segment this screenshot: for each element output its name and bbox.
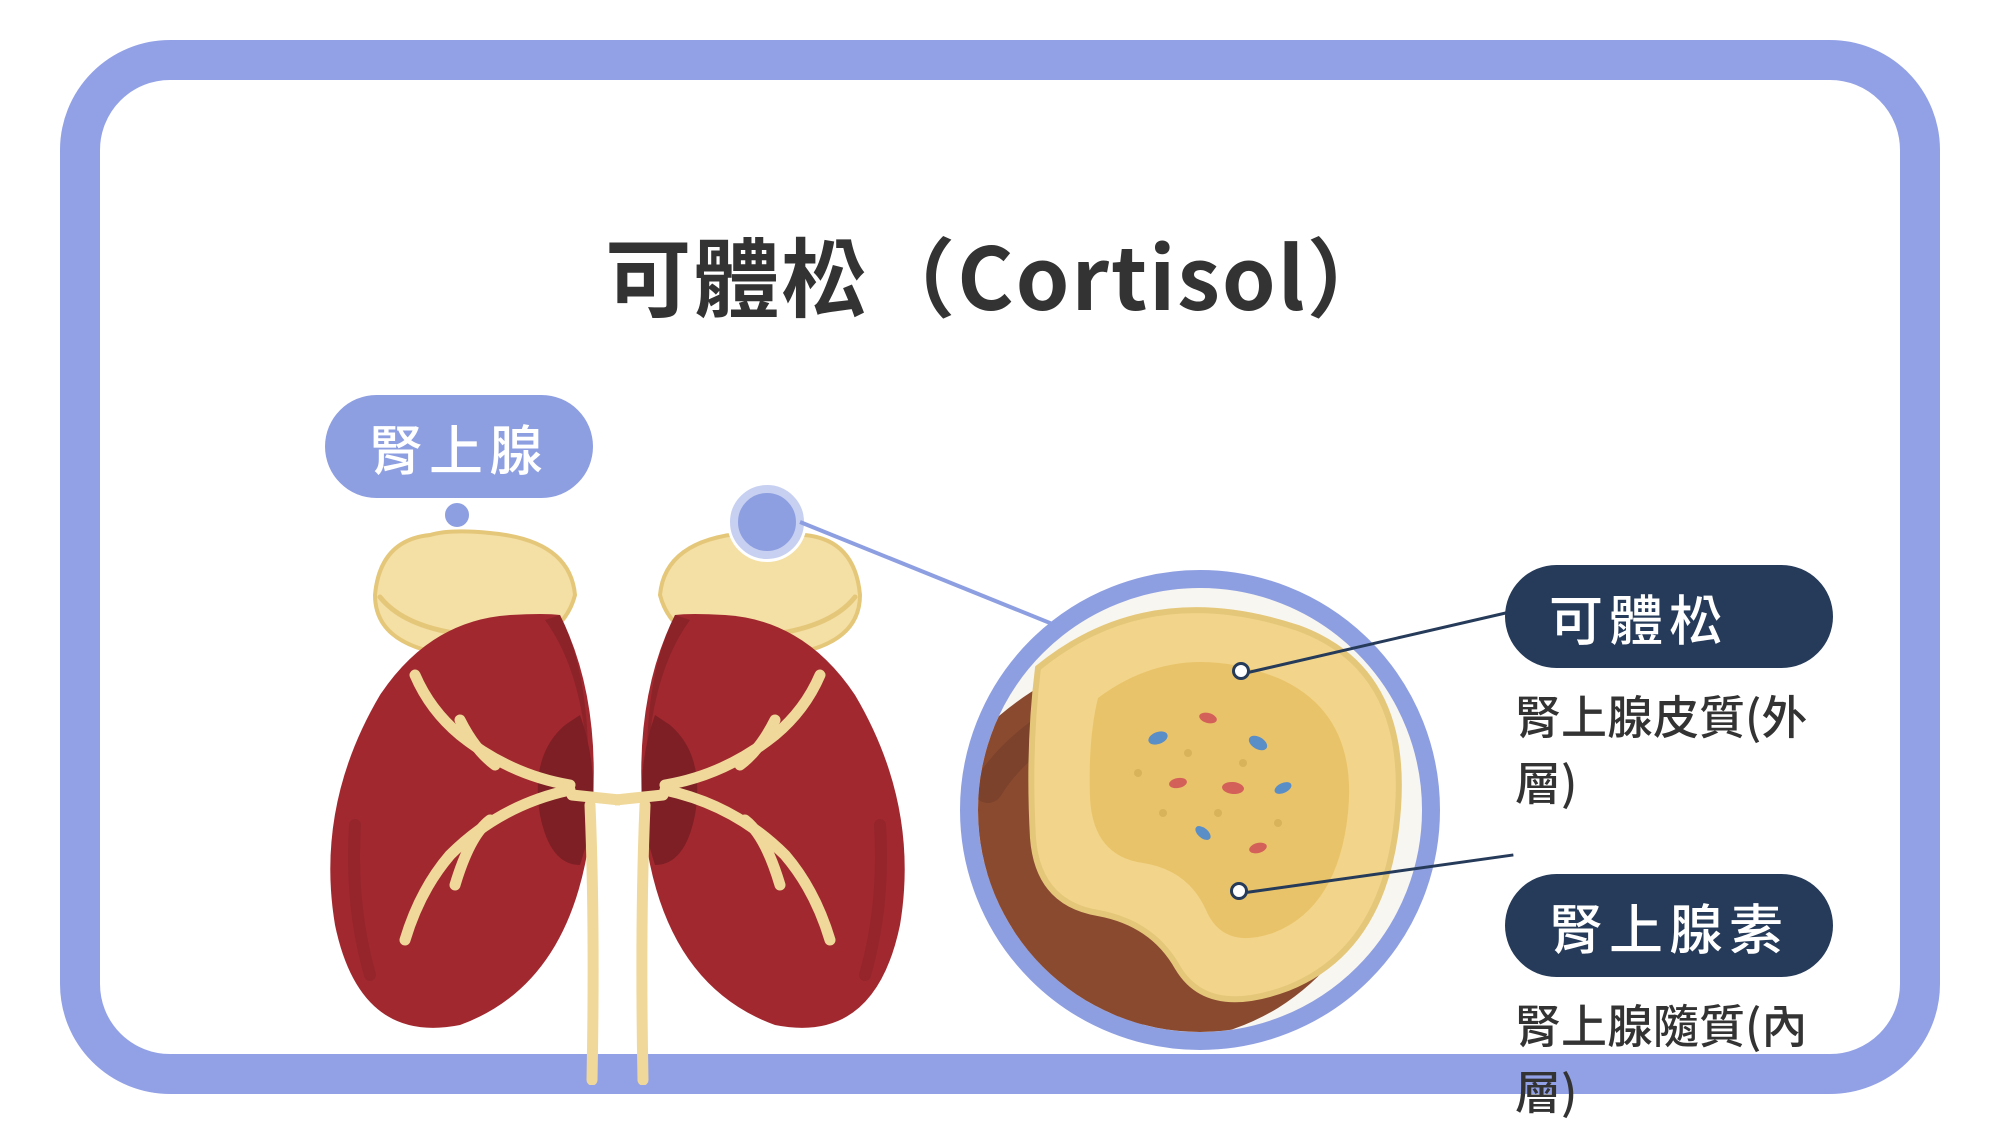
adrenal-detail-circle (960, 570, 1440, 1050)
diagram-stage: 腎上腺 (240, 390, 1760, 994)
subtext-medulla: 腎上腺隨質(內層) (1515, 991, 1833, 1123)
adrenal-detail-illustration (978, 588, 1438, 1048)
label-adrenal-gland: 腎上腺 (325, 395, 593, 498)
subtext-cortex: 腎上腺皮質(外層) (1515, 682, 1833, 814)
kidney-left-illustration (320, 525, 620, 1085)
side-labels-block: 可體松 腎上腺皮質(外層) 腎上腺素 腎上腺隨質(內層) (1505, 565, 1833, 1123)
page-title: 可體松（Cortisol） (100, 210, 1900, 335)
label-adrenaline: 腎上腺素 (1505, 874, 1833, 977)
kidney-right-illustration (615, 525, 915, 1085)
label-cortisol: 可體松 (1505, 565, 1833, 668)
zoom-indicator-dot (730, 485, 804, 559)
diagram-frame: 可體松（Cortisol） 腎上腺 (60, 40, 1940, 1094)
